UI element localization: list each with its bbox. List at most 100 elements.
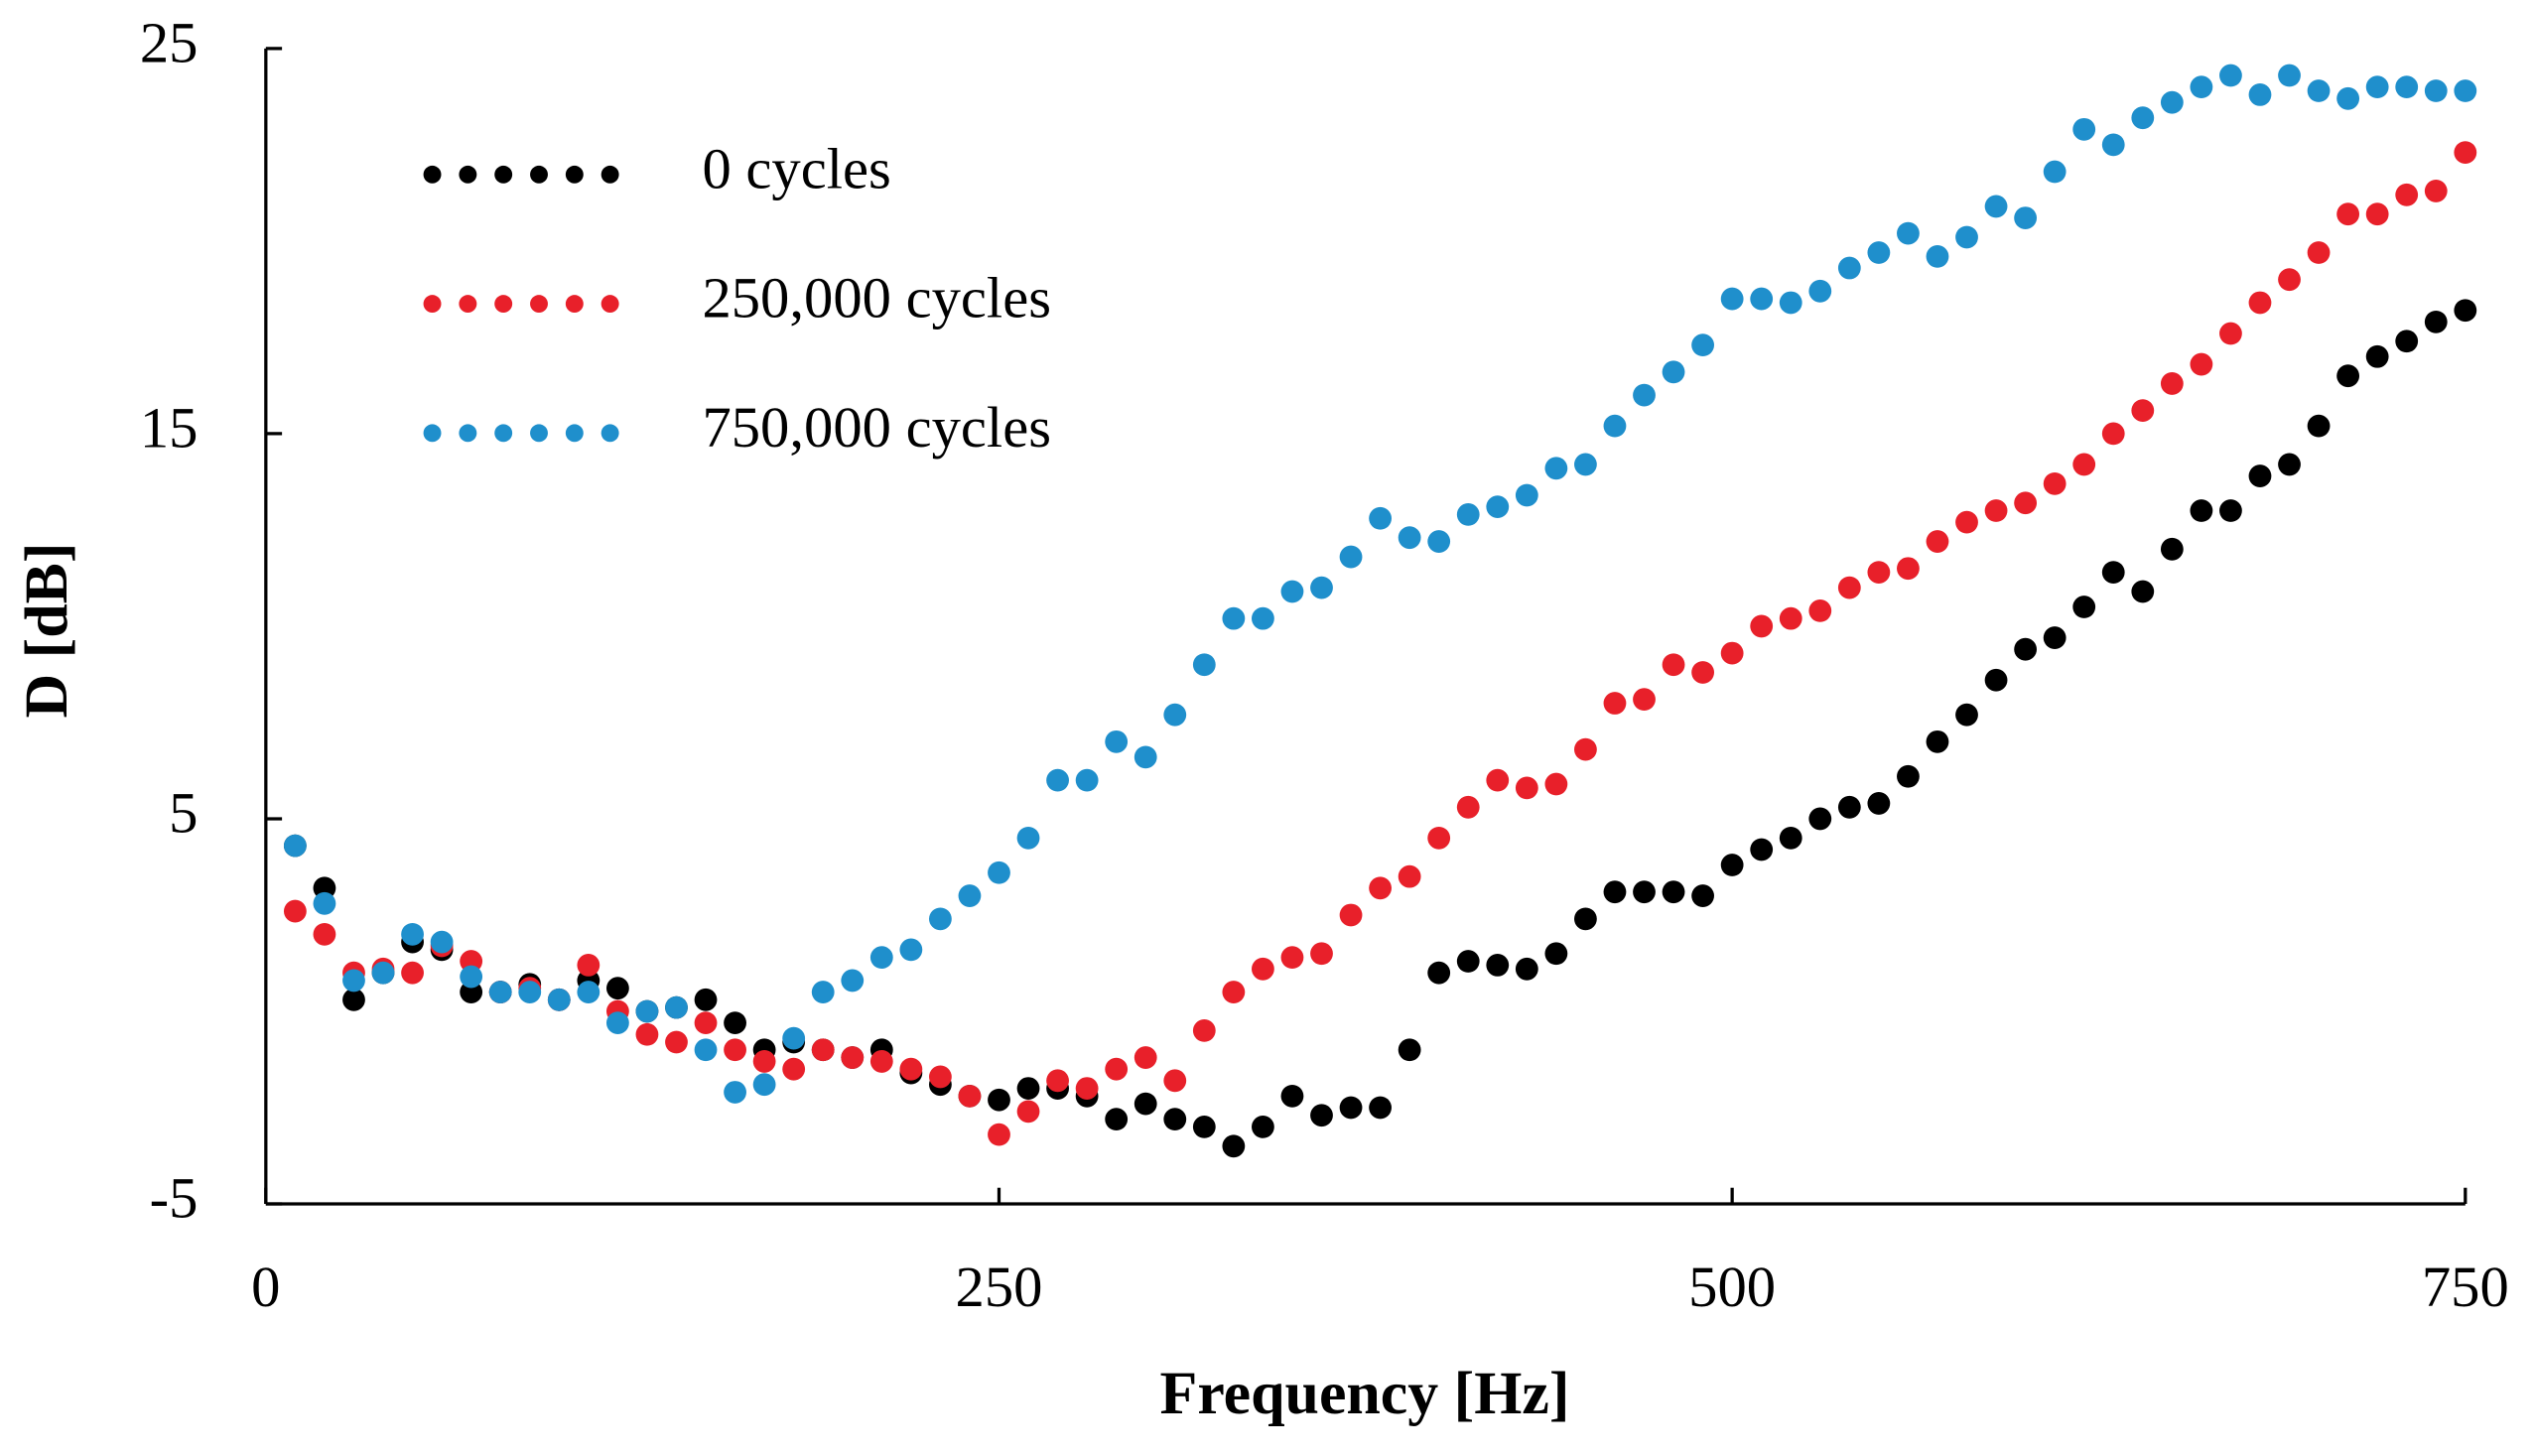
point — [1339, 1096, 1363, 1120]
y-tick-label: -5 — [150, 1165, 199, 1230]
point — [2190, 499, 2213, 522]
point — [2278, 453, 2301, 476]
point — [2248, 83, 2272, 106]
point — [1105, 1057, 1129, 1081]
point — [1486, 495, 1510, 519]
y-axis-label: D [dB] — [13, 542, 80, 718]
point — [1222, 1134, 1246, 1158]
point — [2160, 372, 2184, 395]
legend-symbol — [600, 424, 619, 443]
point — [752, 1050, 776, 1073]
point — [1016, 826, 1040, 850]
point — [1134, 1046, 1157, 1069]
point — [1750, 287, 1774, 311]
y-tick-label: 25 — [140, 10, 199, 74]
point — [1075, 768, 1099, 792]
point — [2278, 268, 2301, 292]
point — [1633, 688, 1656, 712]
point — [605, 977, 629, 1000]
point — [1427, 826, 1451, 850]
point — [1075, 1077, 1099, 1100]
point — [1750, 614, 1774, 638]
point — [577, 954, 600, 977]
point — [2014, 206, 2038, 229]
point — [1720, 641, 1744, 665]
point — [1192, 1018, 1216, 1042]
point — [577, 981, 600, 1003]
point — [371, 961, 395, 985]
point — [1456, 502, 1480, 526]
point — [1163, 1108, 1187, 1131]
point — [2454, 299, 2477, 323]
point — [1310, 576, 1333, 599]
point — [1867, 561, 1891, 584]
point — [2160, 537, 2184, 561]
point — [1808, 279, 1832, 303]
point — [1837, 795, 1861, 819]
point — [2043, 626, 2067, 649]
point — [1603, 692, 1627, 715]
point — [1779, 606, 1802, 630]
legend-symbol — [494, 165, 513, 184]
point — [1984, 668, 2008, 692]
point — [1984, 195, 2008, 218]
point — [1280, 1084, 1304, 1108]
point — [430, 930, 454, 954]
point — [1222, 606, 1246, 630]
point — [665, 995, 688, 1019]
point — [1456, 795, 1480, 819]
point — [1515, 483, 1538, 507]
point — [1633, 880, 1656, 904]
point — [401, 961, 424, 985]
legend-symbol — [530, 295, 548, 314]
point — [958, 884, 982, 907]
point — [1339, 903, 1363, 927]
point — [988, 1088, 1010, 1112]
point — [1398, 1038, 1421, 1062]
point — [2395, 183, 2419, 206]
point — [2160, 90, 2184, 114]
point — [1662, 360, 1685, 384]
point — [1691, 661, 1714, 684]
point — [1339, 545, 1363, 569]
point — [401, 922, 424, 946]
x-tick-label: 0 — [251, 1255, 280, 1319]
legend-symbol — [459, 295, 477, 314]
legend-symbol — [565, 424, 584, 443]
legend-symbol — [423, 424, 442, 443]
point — [1897, 557, 1920, 581]
point — [1398, 864, 1421, 888]
point — [518, 981, 542, 1003]
point — [1369, 876, 1392, 900]
point — [1427, 961, 1451, 985]
point — [488, 981, 512, 1003]
point — [635, 999, 659, 1023]
point — [2365, 344, 2389, 368]
point — [1369, 1096, 1392, 1120]
point — [2307, 241, 2331, 264]
point — [2365, 202, 2389, 226]
point — [1691, 333, 1714, 357]
point — [2190, 352, 2213, 376]
point — [1252, 1115, 1274, 1138]
point — [958, 1084, 982, 1108]
point — [2278, 64, 2301, 87]
point — [1369, 506, 1392, 530]
point — [2072, 596, 2096, 618]
point — [2424, 180, 2448, 202]
point — [869, 1050, 893, 1073]
point — [782, 1026, 806, 1050]
point — [1633, 383, 1656, 407]
point — [988, 1123, 1010, 1146]
point — [2336, 202, 2360, 226]
point — [2219, 322, 2242, 345]
point — [929, 907, 952, 931]
point — [1662, 880, 1685, 904]
point — [1808, 807, 1832, 831]
point — [1720, 854, 1744, 876]
point — [1544, 457, 1568, 480]
point — [988, 860, 1010, 884]
point — [694, 1011, 718, 1035]
point — [2365, 75, 2389, 99]
point — [1779, 291, 1802, 315]
